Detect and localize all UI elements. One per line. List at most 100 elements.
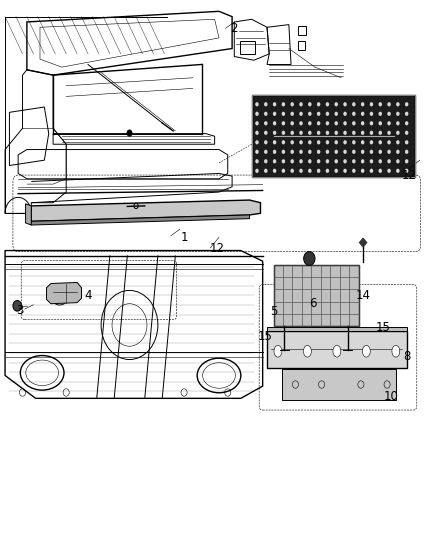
Text: 10: 10 bbox=[384, 390, 399, 403]
Circle shape bbox=[352, 140, 356, 144]
Circle shape bbox=[387, 159, 391, 164]
Circle shape bbox=[282, 112, 285, 116]
Circle shape bbox=[405, 131, 408, 135]
Circle shape bbox=[255, 150, 259, 154]
Circle shape bbox=[378, 131, 382, 135]
Circle shape bbox=[405, 121, 408, 125]
Circle shape bbox=[335, 140, 338, 144]
Ellipse shape bbox=[333, 345, 341, 357]
Circle shape bbox=[343, 131, 347, 135]
Circle shape bbox=[405, 140, 408, 144]
Ellipse shape bbox=[304, 345, 311, 357]
Circle shape bbox=[352, 102, 356, 107]
Circle shape bbox=[370, 150, 373, 154]
Circle shape bbox=[326, 102, 329, 107]
Circle shape bbox=[387, 150, 391, 154]
Circle shape bbox=[290, 112, 294, 116]
Circle shape bbox=[387, 112, 391, 116]
Circle shape bbox=[405, 168, 408, 173]
Circle shape bbox=[290, 159, 294, 164]
Circle shape bbox=[299, 159, 303, 164]
Circle shape bbox=[317, 140, 320, 144]
Circle shape bbox=[361, 102, 364, 107]
Circle shape bbox=[255, 112, 259, 116]
Text: 12: 12 bbox=[209, 243, 224, 255]
Polygon shape bbox=[31, 215, 250, 225]
Circle shape bbox=[299, 140, 303, 144]
Bar bbox=[297, 41, 305, 50]
Circle shape bbox=[405, 102, 408, 107]
Circle shape bbox=[273, 102, 276, 107]
Text: 1: 1 bbox=[180, 231, 188, 244]
Circle shape bbox=[335, 102, 338, 107]
Circle shape bbox=[370, 131, 373, 135]
Circle shape bbox=[405, 112, 408, 116]
Circle shape bbox=[352, 121, 356, 125]
Circle shape bbox=[308, 150, 311, 154]
Bar bbox=[252, 95, 416, 177]
Circle shape bbox=[405, 150, 408, 154]
Circle shape bbox=[264, 121, 268, 125]
Circle shape bbox=[290, 140, 294, 144]
Circle shape bbox=[352, 131, 356, 135]
Circle shape bbox=[273, 159, 276, 164]
Circle shape bbox=[352, 112, 356, 116]
Text: 4: 4 bbox=[84, 289, 92, 302]
Circle shape bbox=[255, 159, 259, 164]
Bar bbox=[240, 41, 255, 54]
Circle shape bbox=[326, 150, 329, 154]
Text: 3: 3 bbox=[17, 304, 24, 317]
Text: 15: 15 bbox=[375, 321, 390, 334]
Circle shape bbox=[282, 131, 285, 135]
Circle shape bbox=[335, 168, 338, 173]
Circle shape bbox=[273, 150, 276, 154]
Circle shape bbox=[387, 168, 391, 173]
Circle shape bbox=[317, 131, 320, 135]
Circle shape bbox=[378, 168, 382, 173]
Text: 6: 6 bbox=[309, 297, 317, 310]
Bar bbox=[274, 265, 359, 326]
Bar bbox=[267, 327, 407, 332]
Circle shape bbox=[352, 159, 356, 164]
Circle shape bbox=[264, 168, 268, 173]
Circle shape bbox=[299, 131, 303, 135]
Circle shape bbox=[317, 159, 320, 164]
Circle shape bbox=[304, 252, 315, 265]
Circle shape bbox=[317, 112, 320, 116]
Circle shape bbox=[299, 112, 303, 116]
Circle shape bbox=[326, 168, 329, 173]
Bar bbox=[267, 332, 407, 368]
Circle shape bbox=[127, 130, 132, 136]
Circle shape bbox=[282, 121, 285, 125]
Circle shape bbox=[308, 159, 311, 164]
Circle shape bbox=[387, 102, 391, 107]
Circle shape bbox=[378, 112, 382, 116]
Circle shape bbox=[326, 112, 329, 116]
Circle shape bbox=[308, 168, 311, 173]
Circle shape bbox=[370, 121, 373, 125]
Text: 8: 8 bbox=[403, 350, 410, 364]
Circle shape bbox=[273, 168, 276, 173]
Circle shape bbox=[335, 159, 338, 164]
Circle shape bbox=[370, 168, 373, 173]
Circle shape bbox=[282, 102, 285, 107]
Bar bbox=[283, 368, 396, 400]
Circle shape bbox=[282, 140, 285, 144]
Circle shape bbox=[273, 140, 276, 144]
Circle shape bbox=[290, 150, 294, 154]
Circle shape bbox=[343, 168, 347, 173]
Circle shape bbox=[370, 112, 373, 116]
Circle shape bbox=[317, 168, 320, 173]
Circle shape bbox=[255, 140, 259, 144]
Circle shape bbox=[361, 131, 364, 135]
Circle shape bbox=[290, 121, 294, 125]
Circle shape bbox=[264, 102, 268, 107]
Circle shape bbox=[378, 121, 382, 125]
Circle shape bbox=[396, 159, 399, 164]
Bar bbox=[297, 26, 306, 35]
Circle shape bbox=[13, 301, 21, 311]
Circle shape bbox=[255, 168, 259, 173]
Circle shape bbox=[299, 102, 303, 107]
Circle shape bbox=[370, 159, 373, 164]
Circle shape bbox=[335, 121, 338, 125]
